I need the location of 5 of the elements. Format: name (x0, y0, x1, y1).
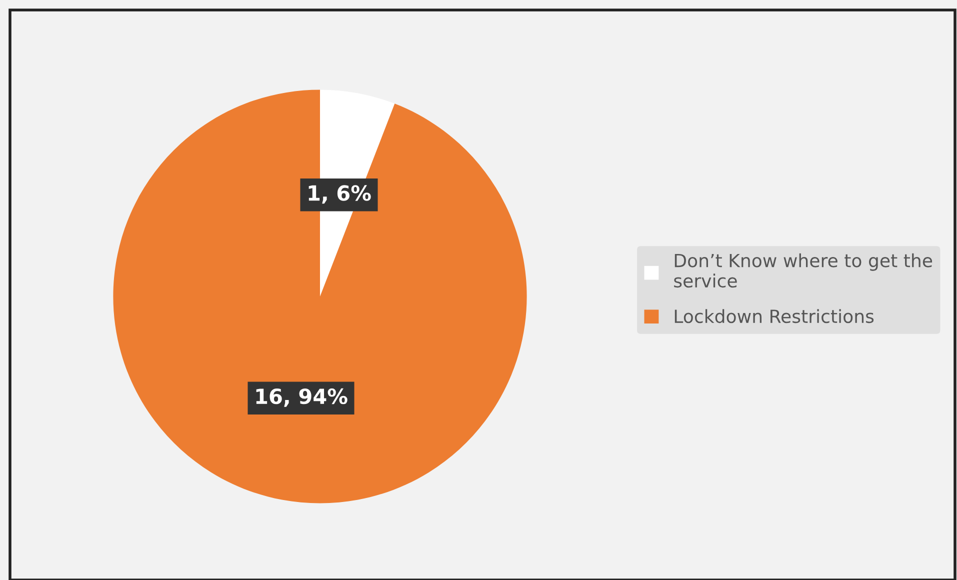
pie-slice (113, 90, 527, 504)
data-label: 1, 6% (308, 185, 371, 204)
legend-label: Don’t Know where to get the service (674, 253, 932, 288)
legend-label: Lockdown Restrictions (674, 309, 874, 324)
data-label: 16, 94% (256, 388, 348, 407)
